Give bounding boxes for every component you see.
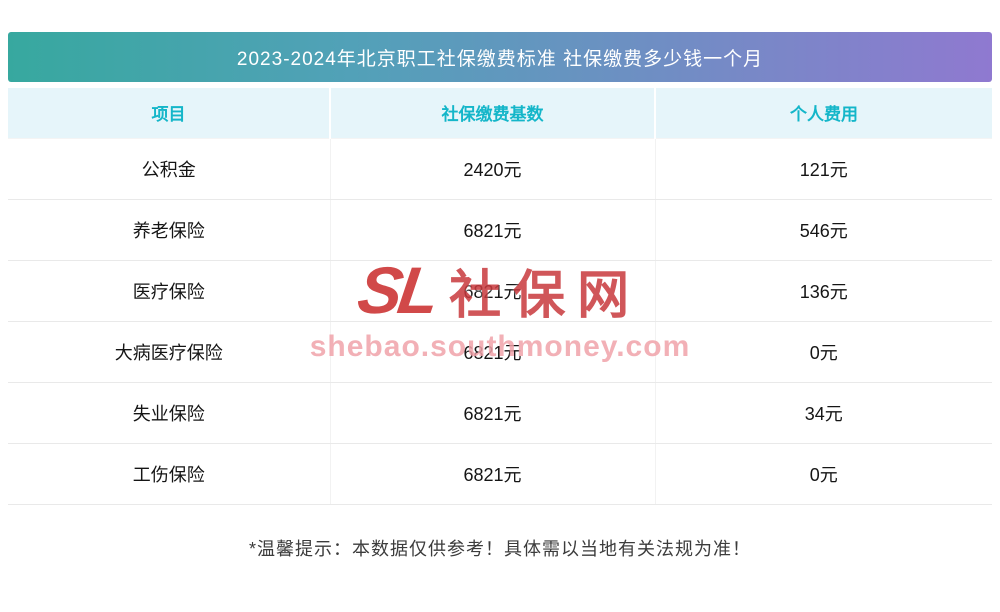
cell-item: 工伤保险 [8,443,330,505]
cell-fee: 121元 [654,137,992,200]
social-insurance-table: 项目 社保缴费基数 个人费用 公积金 2420元 121元 养老保险 6821元… [8,88,992,505]
cell-base: 2420元 [329,137,655,200]
title-banner: 2023-2024年北京职工社保缴费标准 社保缴费多少钱一个月 [8,32,992,82]
cell-item: 大病医疗保险 [8,321,330,383]
table-row: 养老保险 6821元 546元 [8,199,992,261]
cell-base: 6821元 [329,321,655,383]
column-header-base: 社保缴费基数 [329,88,655,138]
table-row: 大病医疗保险 6821元 0元 [8,321,992,383]
column-header-item: 项目 [8,88,330,138]
cell-fee: 0元 [654,443,992,505]
cell-fee: 546元 [654,199,992,261]
cell-base: 6821元 [329,382,655,444]
cell-fee: 136元 [654,260,992,322]
footer-disclaimer: *温馨提示：本数据仅供参考！具体需以当地有关法规为准！ [248,539,751,559]
column-header-personal-fee: 个人费用 [654,88,992,138]
cell-fee: 0元 [654,321,992,383]
cell-fee: 34元 [654,382,992,444]
table-row: 失业保险 6821元 34元 [8,382,992,444]
table-row: 医疗保险 6821元 136元 [8,260,992,322]
cell-item: 养老保险 [8,199,330,261]
table-header-row: 项目 社保缴费基数 个人费用 [8,88,992,138]
page-title: 2023-2024年北京职工社保缴费标准 社保缴费多少钱一个月 [236,48,764,70]
cell-item: 失业保险 [8,382,330,444]
table-row: 公积金 2420元 121元 [8,137,992,200]
cell-item: 医疗保险 [8,260,330,322]
cell-base: 6821元 [329,260,655,322]
table-row: 工伤保险 6821元 0元 [8,443,992,505]
cell-item: 公积金 [8,137,330,200]
cell-base: 6821元 [329,199,655,261]
cell-base: 6821元 [329,443,655,505]
